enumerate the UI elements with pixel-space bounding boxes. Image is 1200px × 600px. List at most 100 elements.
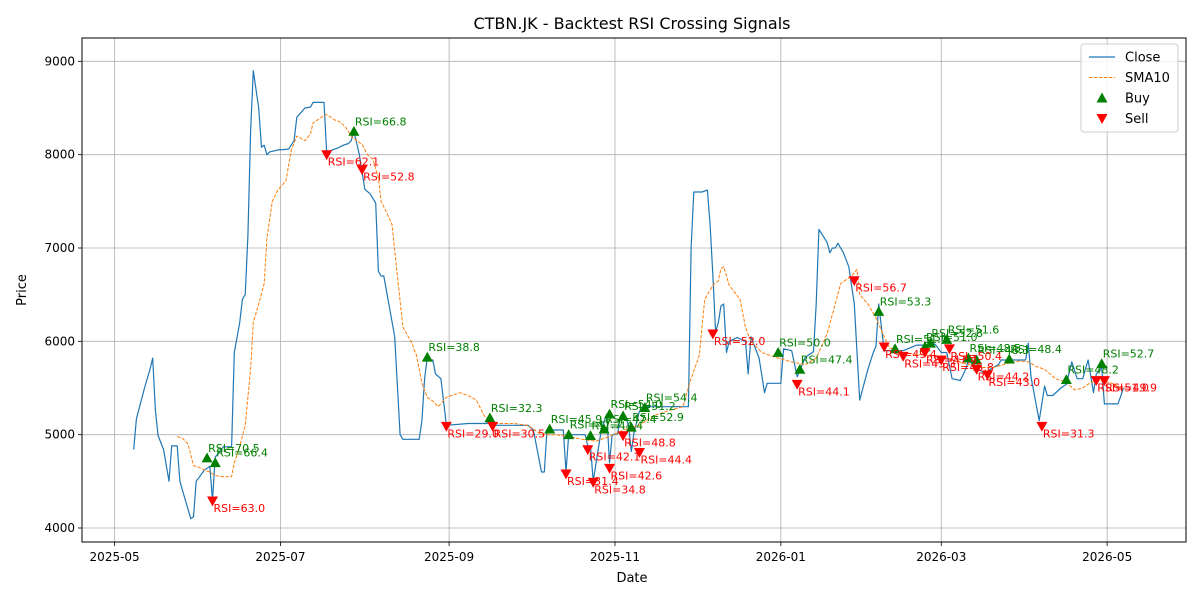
legend-buy-swatch	[1096, 92, 1108, 103]
sell-signal-label: RSI=56.7	[855, 282, 907, 295]
y-tick-label: 8000	[44, 148, 75, 162]
buy-signal-label: RSI=47.4	[605, 413, 657, 426]
sell-marker	[560, 469, 572, 480]
sell-signal-label: RSI=63.0	[214, 502, 266, 515]
sell-signal-label: RSI=49.4	[885, 348, 937, 361]
x-tick-label: 2025-05	[90, 550, 140, 564]
buy-signal-label: RSI=51.2	[624, 400, 676, 413]
sell-signal-label: RSI=42.1	[589, 451, 641, 464]
sell-signal-label: RSI=44.1	[798, 385, 850, 398]
buy-signal-label: RSI=38.8	[428, 341, 480, 354]
sell-marker	[440, 421, 452, 432]
y-axis-label: Price	[15, 274, 30, 306]
buy-signal-label: RSI=32.3	[491, 402, 543, 415]
sell-marker	[356, 165, 368, 176]
buy-signal-label: RSI=51.0	[926, 331, 978, 344]
buy-marker	[484, 412, 496, 423]
buy-signal-label: RSI=48.4	[1010, 343, 1062, 356]
sell-signal-label: RSI=52.0	[714, 335, 766, 348]
buy-signal-label: RSI=53.3	[880, 295, 932, 308]
legend-sell-swatch	[1096, 114, 1108, 124]
plot-frame	[81, 37, 1187, 543]
buy-marker	[772, 347, 784, 357]
sell-marker	[791, 379, 803, 390]
buy-marker	[563, 429, 575, 440]
sell-marker	[878, 342, 890, 353]
buy-marker	[941, 333, 953, 344]
buy-signal-label: RSI=44.4	[591, 420, 643, 433]
buy-marker	[924, 337, 936, 348]
sell-signal-label: RSI=45.8	[942, 361, 994, 374]
sell-signal-label: RSI=49.9	[1105, 382, 1157, 395]
buy-marker	[639, 402, 651, 412]
buy-signal-label: RSI=47.4	[801, 353, 853, 366]
x-tick-label: 2025-07	[255, 550, 305, 564]
buy-marker	[604, 408, 616, 419]
y-tick-label: 7000	[44, 241, 75, 255]
x-tick-label: 2026-05	[1082, 550, 1132, 564]
sell-marker	[981, 370, 993, 381]
sell-marker	[707, 329, 719, 340]
sell-marker	[321, 150, 333, 161]
sell-signal-label: RSI=48.8	[624, 437, 676, 450]
sell-signal-label: RSI=45.3	[904, 357, 956, 370]
sell-marker	[207, 496, 219, 507]
x-tick-label: 2025-09	[424, 550, 474, 564]
y-tick-label: 6000	[44, 334, 75, 348]
buy-signal-label: RSI=48.3	[978, 344, 1030, 357]
buy-signal-label: RSI=66.4	[216, 447, 268, 460]
buy-marker	[584, 430, 596, 440]
sell-signal-label: RSI=44.4	[640, 453, 692, 466]
y-tick-label: 5000	[44, 428, 75, 442]
x-tick-label: 2026-01	[756, 550, 806, 564]
sell-signal-label: RSI=43.0	[988, 376, 1040, 389]
sell-signal-label: RSI=62.1	[328, 156, 380, 169]
buy-marker	[971, 354, 983, 365]
buy-signal-label: RSI=47.7	[570, 419, 622, 432]
sell-marker	[943, 344, 955, 355]
buy-signal-label: RSI=48.5	[969, 342, 1021, 355]
sell-marker	[582, 445, 594, 456]
buy-marker	[617, 410, 629, 421]
sell-signal-label: RSI=30.5	[494, 427, 546, 440]
buy-marker	[962, 352, 974, 363]
legend-label: Buy	[1125, 92, 1150, 107]
x-axis: 2025-05 2025-07 2025-09 2025-11 2026-01 2026-…	[90, 542, 1132, 564]
buy-signal-label: RSI=54.4	[646, 392, 698, 405]
sell-marker	[848, 276, 860, 287]
sell-marker	[919, 348, 931, 359]
buy-signal-label: RSI=54.0	[611, 398, 663, 411]
sell-marker	[587, 477, 599, 488]
x-axis-label: Date	[616, 571, 647, 586]
buy-marker	[873, 305, 885, 316]
buy-marker	[1003, 353, 1015, 364]
sell-signal-label: RSI=34.8	[594, 483, 646, 496]
buy-signal-label: RSI=51.6	[948, 323, 1000, 336]
buy-signal-label: RSI=45.9	[551, 413, 603, 426]
buy-marker	[1096, 358, 1108, 369]
sell-marker	[971, 364, 983, 375]
sell-marker	[1090, 376, 1102, 387]
sell-marker	[604, 463, 616, 474]
buy-marker	[625, 421, 637, 432]
buy-signal-label: RSI=70.5	[208, 442, 260, 455]
buy-signal-label: RSI=52.9	[632, 411, 684, 424]
sell-signal-label: RSI=51.0	[1097, 382, 1149, 395]
signal-markers	[201, 125, 1110, 507]
sell-signal-label: RSI=44.2	[978, 370, 1030, 383]
buy-marker	[201, 452, 213, 463]
series-lines	[133, 70, 1125, 520]
buy-signal-label: RSI=66.8	[355, 115, 407, 128]
x-tick-label: 2026-03	[916, 550, 966, 564]
sell-marker	[487, 421, 499, 432]
sell-marker	[617, 431, 629, 442]
legend-box	[1080, 43, 1179, 133]
x-tick-label: 2025-11	[590, 550, 640, 564]
buy-marker	[348, 125, 360, 136]
legend: Close SMA10 Buy Sell	[1080, 43, 1179, 133]
y-tick-label: 9000	[44, 54, 75, 68]
sell-signal-label: RSI=47.4	[926, 354, 978, 367]
sell-marker	[1098, 376, 1110, 387]
